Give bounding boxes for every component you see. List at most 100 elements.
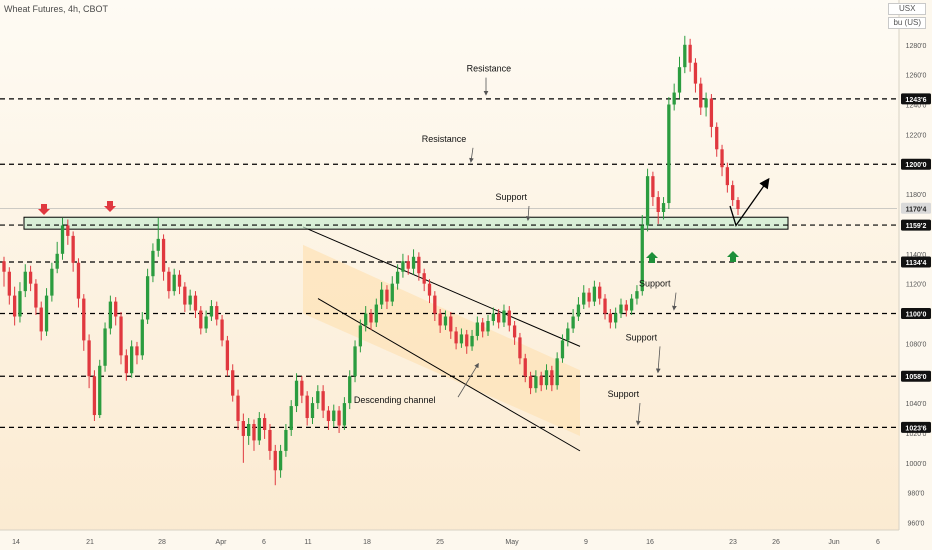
green-up-arrow-icon	[646, 252, 658, 263]
candle-body	[7, 271, 11, 296]
candle-body	[624, 304, 628, 311]
candle-body	[28, 271, 33, 284]
candle-body	[406, 261, 410, 269]
candle-body	[209, 306, 214, 317]
time-axis[interactable]	[0, 530, 899, 550]
price-label-box	[901, 308, 931, 320]
candle-body	[66, 225, 70, 236]
price-label-box	[901, 202, 931, 214]
candle-body	[443, 316, 448, 326]
price-label-text: 1100'0	[906, 312, 927, 319]
price-label-box	[901, 421, 931, 433]
y-tick-label: 1280'0	[906, 43, 927, 50]
price-label-text: 1243'6	[905, 97, 926, 104]
support-zone	[23, 216, 789, 230]
candle-body	[502, 310, 506, 323]
candle-body	[87, 340, 91, 377]
candle-body	[172, 274, 176, 292]
x-tick-label: 26	[772, 539, 780, 546]
annotation-pointer	[469, 147, 474, 163]
price-label-text: 1023'6	[905, 425, 926, 432]
annotation-label: Resistance	[422, 134, 467, 144]
candle-body	[603, 298, 607, 314]
candle-body	[257, 418, 261, 441]
candle-body	[300, 380, 304, 396]
y-tick-label: 1120'0	[906, 282, 926, 289]
candle-body	[555, 358, 559, 386]
red-down-arrow-icon	[104, 201, 116, 212]
candle-body	[486, 320, 490, 332]
candle-body	[114, 301, 118, 317]
currency-label[interactable]: USX	[888, 3, 926, 15]
candle-body	[491, 313, 495, 321]
candle-body	[667, 104, 671, 204]
candle-body	[704, 98, 708, 108]
candle-body	[528, 376, 533, 389]
candle-body	[438, 313, 442, 326]
price-label-text: 1134'4	[906, 260, 927, 267]
annotation-pointer	[655, 346, 661, 374]
candle-body	[247, 424, 251, 436]
candle-body	[204, 316, 208, 329]
candle-body	[608, 313, 612, 323]
annotation-pointer	[457, 362, 479, 398]
candle-body	[284, 429, 288, 451]
channel-zone	[303, 244, 580, 436]
x-tick-label: 23	[729, 539, 737, 546]
price-axis[interactable]	[899, 0, 932, 550]
candle-body	[688, 44, 692, 63]
price-label-box	[901, 256, 931, 268]
x-tick-label: 25	[436, 539, 444, 546]
annotation-label: Support	[639, 279, 671, 289]
annotation-pointer	[635, 403, 641, 426]
y-tick-label: 1000'0	[906, 461, 927, 468]
candle-body	[544, 370, 549, 386]
annotation-label: Support	[626, 332, 658, 342]
candle-body	[374, 304, 378, 323]
candle-body	[326, 410, 331, 422]
candle-body	[273, 450, 277, 471]
candle-body	[289, 406, 293, 430]
unit-label[interactable]: bu (US)	[888, 17, 926, 29]
candle-body	[241, 421, 245, 436]
candle-body	[523, 358, 527, 377]
price-label-box	[901, 219, 931, 231]
candle-body	[497, 313, 501, 323]
candle-body	[23, 271, 27, 292]
candle-body	[656, 197, 660, 212]
y-tick-label: 1240'0	[906, 103, 927, 110]
candle-body	[332, 410, 336, 422]
candle-body	[278, 450, 283, 471]
currency-selector[interactable]: USX bu (US)	[888, 3, 926, 31]
candle-body	[316, 391, 320, 404]
y-tick-label: 960'0	[908, 521, 925, 528]
candle-body	[651, 176, 655, 198]
candle-body	[183, 286, 187, 305]
candle-body	[2, 261, 6, 272]
candle-body	[475, 322, 480, 336]
annotation-label: Support	[608, 389, 640, 399]
channel-lower-line	[317, 298, 581, 452]
candle-body	[71, 235, 75, 263]
candle-body	[640, 225, 644, 292]
candle-body	[390, 283, 394, 302]
candle-body	[401, 261, 405, 272]
candle-body	[177, 274, 182, 287]
annotation-label: Support	[496, 192, 528, 202]
candle-body	[225, 340, 230, 371]
candle-body	[167, 271, 171, 292]
candle-body	[364, 313, 368, 326]
y-tick-label: 1260'0	[906, 73, 927, 80]
candle-body	[60, 225, 65, 254]
candle-body	[55, 253, 59, 269]
y-tick-label: 1140'0	[906, 252, 926, 259]
candle-body	[358, 325, 363, 347]
price-label-text: 1200'0	[905, 162, 926, 169]
candle-body	[50, 268, 54, 296]
candle-body	[619, 304, 623, 314]
candle-body	[98, 365, 102, 416]
candle-body	[337, 410, 341, 426]
candle-body	[140, 319, 144, 356]
candle-body	[677, 67, 682, 93]
